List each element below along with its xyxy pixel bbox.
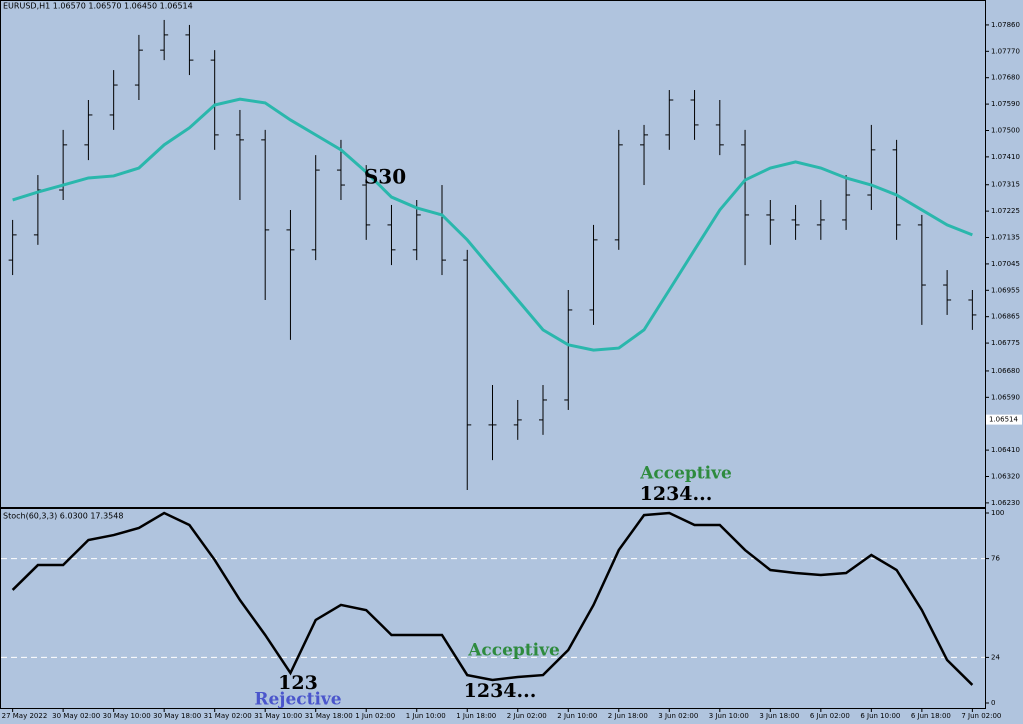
x-tick-label: 7 Jun 02:00	[961, 712, 1001, 720]
x-tick-label: 6 Jun 10:00	[860, 712, 900, 720]
y-tick-label: 1.06320	[991, 473, 1020, 481]
y-tick-label: 1.07680	[991, 74, 1020, 82]
y-tick-label: 1.06775	[991, 339, 1020, 347]
annotation: 123	[278, 672, 318, 694]
y-tick-label: 1.07590	[991, 100, 1020, 108]
y-tick-label: 1.07770	[991, 47, 1020, 55]
stoch-line	[11, 511, 974, 686]
annotation: Acceptive	[639, 464, 732, 484]
y-tick-label: 1.07500	[991, 126, 1020, 134]
moving-average	[12, 97, 973, 352]
x-tick-label: 3 Jun 18:00	[759, 712, 799, 720]
y-tick-label: 24	[991, 653, 1000, 661]
x-tick-label: 31 May 10:00	[254, 712, 302, 720]
main-panel	[0, 0, 986, 508]
y-tick-label: 1.07225	[991, 207, 1020, 215]
x-tick-label: 3 Jun 02:00	[658, 712, 698, 720]
y-tick-label: 76	[991, 555, 1000, 563]
y-tick-label: 0	[991, 699, 995, 707]
x-tick-label: 1 Jun 18:00	[456, 712, 496, 720]
x-tick-label: 3 Jun 10:00	[709, 712, 749, 720]
x-tick-label: 6 Jun 02:00	[810, 712, 850, 720]
x-tick-label: 27 May 2022	[2, 712, 48, 720]
x-tick-label: 31 May 02:00	[204, 712, 252, 720]
x-tick-label: 2 Jun 18:00	[608, 712, 648, 720]
last-price-label: 1.06514	[989, 416, 1018, 424]
x-tick-label: 30 May 02:00	[52, 712, 100, 720]
y-tick-label: 1.06680	[991, 367, 1020, 375]
y-tick-label: 1.06865	[991, 313, 1020, 321]
y-tick-label: 1.07135	[991, 234, 1020, 242]
x-tick-label: 1 Jun 02:00	[355, 712, 395, 720]
y-tick-label: 1.06590	[991, 393, 1020, 401]
x-tick-label: 30 May 10:00	[103, 712, 151, 720]
x-tick-label: 1 Jun 10:00	[406, 712, 446, 720]
last-price-box	[986, 414, 1022, 425]
indicator-title: Stoch(60,3,3) 6.0300 17.3548	[3, 512, 123, 521]
x-tick-label: 2 Jun 10:00	[557, 712, 597, 720]
annotation: 1234...	[640, 483, 713, 505]
chart-title: EURUSD,H1 1.06570 1.06570 1.06450 1.0651…	[3, 2, 193, 11]
y-tick-label: 1.07045	[991, 260, 1020, 268]
y-tick-label: 1.07315	[991, 181, 1020, 189]
y-tick-label: 1.07860	[991, 21, 1020, 29]
stoch-panel	[0, 508, 986, 709]
annotation: Rejective	[254, 690, 341, 710]
y-tick-label: 100	[991, 509, 1004, 517]
x-tick-label: 6 Jun 18:00	[911, 712, 951, 720]
y-tick-label: 1.07410	[991, 153, 1020, 161]
y-tick-label: 1.06230	[991, 499, 1020, 507]
x-tick-label: 2 Jun 02:00	[507, 712, 547, 720]
x-tick-label: 31 May 18:00	[305, 712, 353, 720]
y-tick-label: 1.06410	[991, 446, 1020, 454]
x-tick-label: 30 May 18:00	[153, 712, 201, 720]
annotation: 1234...	[464, 680, 537, 702]
annotation: S30	[364, 165, 406, 189]
annotation: Acceptive	[467, 641, 560, 661]
y-tick-label: 1.06955	[991, 286, 1020, 294]
